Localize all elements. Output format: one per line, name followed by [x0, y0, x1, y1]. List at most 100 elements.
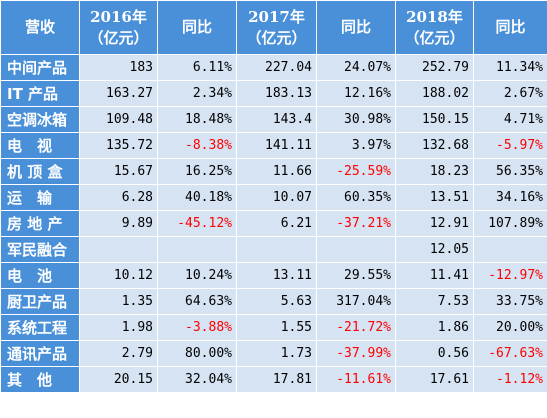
row-label: 机 顶 盒	[0, 158, 80, 185]
row-label: 房 地 产	[0, 210, 80, 237]
table-row: 电 视 135.72 -8.38% 141.11 3.97% 132.68 -5.97%	[0, 132, 547, 159]
row-label: 通讯产品	[0, 340, 80, 367]
row-label: 电 池	[0, 262, 80, 289]
yoy-2018-cell: 2.67%	[473, 80, 547, 107]
table-row: 空调冰箱 109.48 18.48% 143.4 30.98% 150.15 4.71%	[0, 106, 547, 133]
yoy-2018-cell: 34.16%	[473, 184, 547, 211]
value-2017-cell	[236, 236, 317, 263]
yoy-2016-cell: 2.34%	[157, 80, 237, 107]
yoy-2016-cell: 80.00%	[157, 340, 237, 367]
yoy-2016-cell: 10.24%	[157, 262, 237, 289]
value-2016-cell	[79, 236, 158, 263]
header-2016-label: 2016年 （亿元）	[88, 7, 149, 47]
yoy-2017-cell: -37.99%	[316, 340, 396, 367]
yoy-2017-cell: -25.59%	[316, 158, 396, 185]
table-row: 通讯产品 2.79 80.00% 1.73 -37.99% 0.56 -67.63%	[0, 340, 547, 367]
value-2018-cell: 18.23	[395, 158, 474, 185]
yoy-2018-cell: -12.97%	[473, 262, 547, 289]
value-2016-cell: 183	[79, 54, 158, 81]
yoy-2016-cell: 32.04%	[157, 366, 237, 393]
table-row: 机 顶 盒 15.67 16.25% 11.66 -25.59% 18.23 56.35%	[0, 158, 547, 185]
row-label: 空调冰箱	[0, 106, 80, 133]
table-row: 军民融合 12.05	[0, 236, 547, 263]
value-2017-cell: 6.21	[236, 210, 317, 237]
value-2016-cell: 9.89	[79, 210, 158, 237]
table-row: 运 输 6.28 40.18% 10.07 60.35% 13.51 34.16%	[0, 184, 547, 211]
yoy-2017-cell: 29.55%	[316, 262, 396, 289]
yoy-2018-cell: 11.34%	[473, 54, 547, 81]
yoy-2018-cell: 56.35%	[473, 158, 547, 185]
header-2018: 2018年 （亿元）	[395, 0, 474, 55]
value-2016-cell: 15.67	[79, 158, 158, 185]
value-2016-cell: 10.12	[79, 262, 158, 289]
value-2018-cell: 150.15	[395, 106, 474, 133]
value-2018-cell: 252.79	[395, 54, 474, 81]
yoy-2016-cell: 6.11%	[157, 54, 237, 81]
row-label: 其 他	[0, 366, 80, 393]
value-2017-cell: 10.07	[236, 184, 317, 211]
table-row: IT 产品 163.27 2.34% 183.13 12.16% 188.02 2.67%	[0, 80, 547, 107]
table-row: 电 池 10.12 10.24% 13.11 29.55% 11.41 -12.97%	[0, 262, 547, 289]
row-label: 厨卫产品	[0, 288, 80, 315]
value-2016-cell: 135.72	[79, 132, 158, 159]
yoy-2016-cell: 64.63%	[157, 288, 237, 315]
value-2018-cell: 12.05	[395, 236, 474, 263]
table-row: 系统工程 1.98 -3.88% 1.55 -21.72% 1.86 20.00%	[0, 314, 547, 341]
row-label: 中间产品	[0, 54, 80, 81]
value-2018-cell: 1.86	[395, 314, 474, 341]
row-label: 运 输	[0, 184, 80, 211]
yoy-2016-cell: -45.12%	[157, 210, 237, 237]
table-row: 厨卫产品 1.35 64.63% 5.63 317.04% 7.53 33.75%	[0, 288, 547, 315]
yoy-2017-cell: -37.21%	[316, 210, 396, 237]
value-2016-cell: 109.48	[79, 106, 158, 133]
table-row: 其 他 20.15 32.04% 17.81 -11.61% 17.61 -1.12%	[0, 366, 547, 393]
yoy-2016-cell: -3.88%	[157, 314, 237, 341]
value-2016-cell: 6.28	[79, 184, 158, 211]
value-2018-cell: 132.68	[395, 132, 474, 159]
value-2017-cell: 13.11	[236, 262, 317, 289]
yoy-2017-cell: -11.61%	[316, 366, 396, 393]
header-2018-label: 2018年 （亿元）	[404, 7, 465, 47]
revenue-table: 营收 2016年 （亿元） 同比 2017年 （亿元） 同比 2018年 （亿元…	[0, 0, 547, 393]
row-label: IT 产品	[0, 80, 80, 107]
value-2017-cell: 11.66	[236, 158, 317, 185]
value-2017-cell: 227.04	[236, 54, 317, 81]
header-2017-label: 2017年 （亿元）	[246, 7, 307, 47]
table-body: 中间产品 183 6.11% 227.04 24.07% 252.79 11.34% IT 产…	[0, 54, 547, 393]
value-2016-cell: 163.27	[79, 80, 158, 107]
header-2016: 2016年 （亿元）	[79, 0, 158, 55]
value-2018-cell: 188.02	[395, 80, 474, 107]
value-2018-cell: 0.56	[395, 340, 474, 367]
yoy-2018-cell: -67.63%	[473, 340, 547, 367]
value-2018-cell: 13.51	[395, 184, 474, 211]
header-2017: 2017年 （亿元）	[236, 0, 317, 55]
header-yoy-2018: 同比	[473, 0, 547, 55]
value-2017-cell: 5.63	[236, 288, 317, 315]
yoy-2016-cell: 16.25%	[157, 158, 237, 185]
header-row: 营收 2016年 （亿元） 同比 2017年 （亿元） 同比 2018年 （亿元…	[0, 0, 547, 55]
value-2018-cell: 7.53	[395, 288, 474, 315]
row-label: 军民融合	[0, 236, 80, 263]
value-2016-cell: 1.98	[79, 314, 158, 341]
yoy-2017-cell: 24.07%	[316, 54, 396, 81]
value-2017-cell: 17.81	[236, 366, 317, 393]
yoy-2018-cell: 33.75%	[473, 288, 547, 315]
yoy-2016-cell: -8.38%	[157, 132, 237, 159]
yoy-2016-cell: 18.48%	[157, 106, 237, 133]
row-label: 系统工程	[0, 314, 80, 341]
yoy-2018-cell: -1.12%	[473, 366, 547, 393]
yoy-2017-cell: 12.16%	[316, 80, 396, 107]
yoy-2018-cell: 20.00%	[473, 314, 547, 341]
table-row: 房 地 产 9.89 -45.12% 6.21 -37.21% 12.91 107.89%	[0, 210, 547, 237]
table-row: 中间产品 183 6.11% 227.04 24.07% 252.79 11.34%	[0, 54, 547, 81]
yoy-2018-cell: -5.97%	[473, 132, 547, 159]
header-revenue: 营收	[0, 0, 80, 55]
header-yoy-2017: 同比	[316, 0, 396, 55]
yoy-2017-cell	[316, 236, 396, 263]
value-2016-cell: 20.15	[79, 366, 158, 393]
row-label: 电 视	[0, 132, 80, 159]
yoy-2017-cell: 317.04%	[316, 288, 396, 315]
value-2016-cell: 2.79	[79, 340, 158, 367]
header-yoy-2016: 同比	[157, 0, 237, 55]
yoy-2016-cell	[157, 236, 237, 263]
